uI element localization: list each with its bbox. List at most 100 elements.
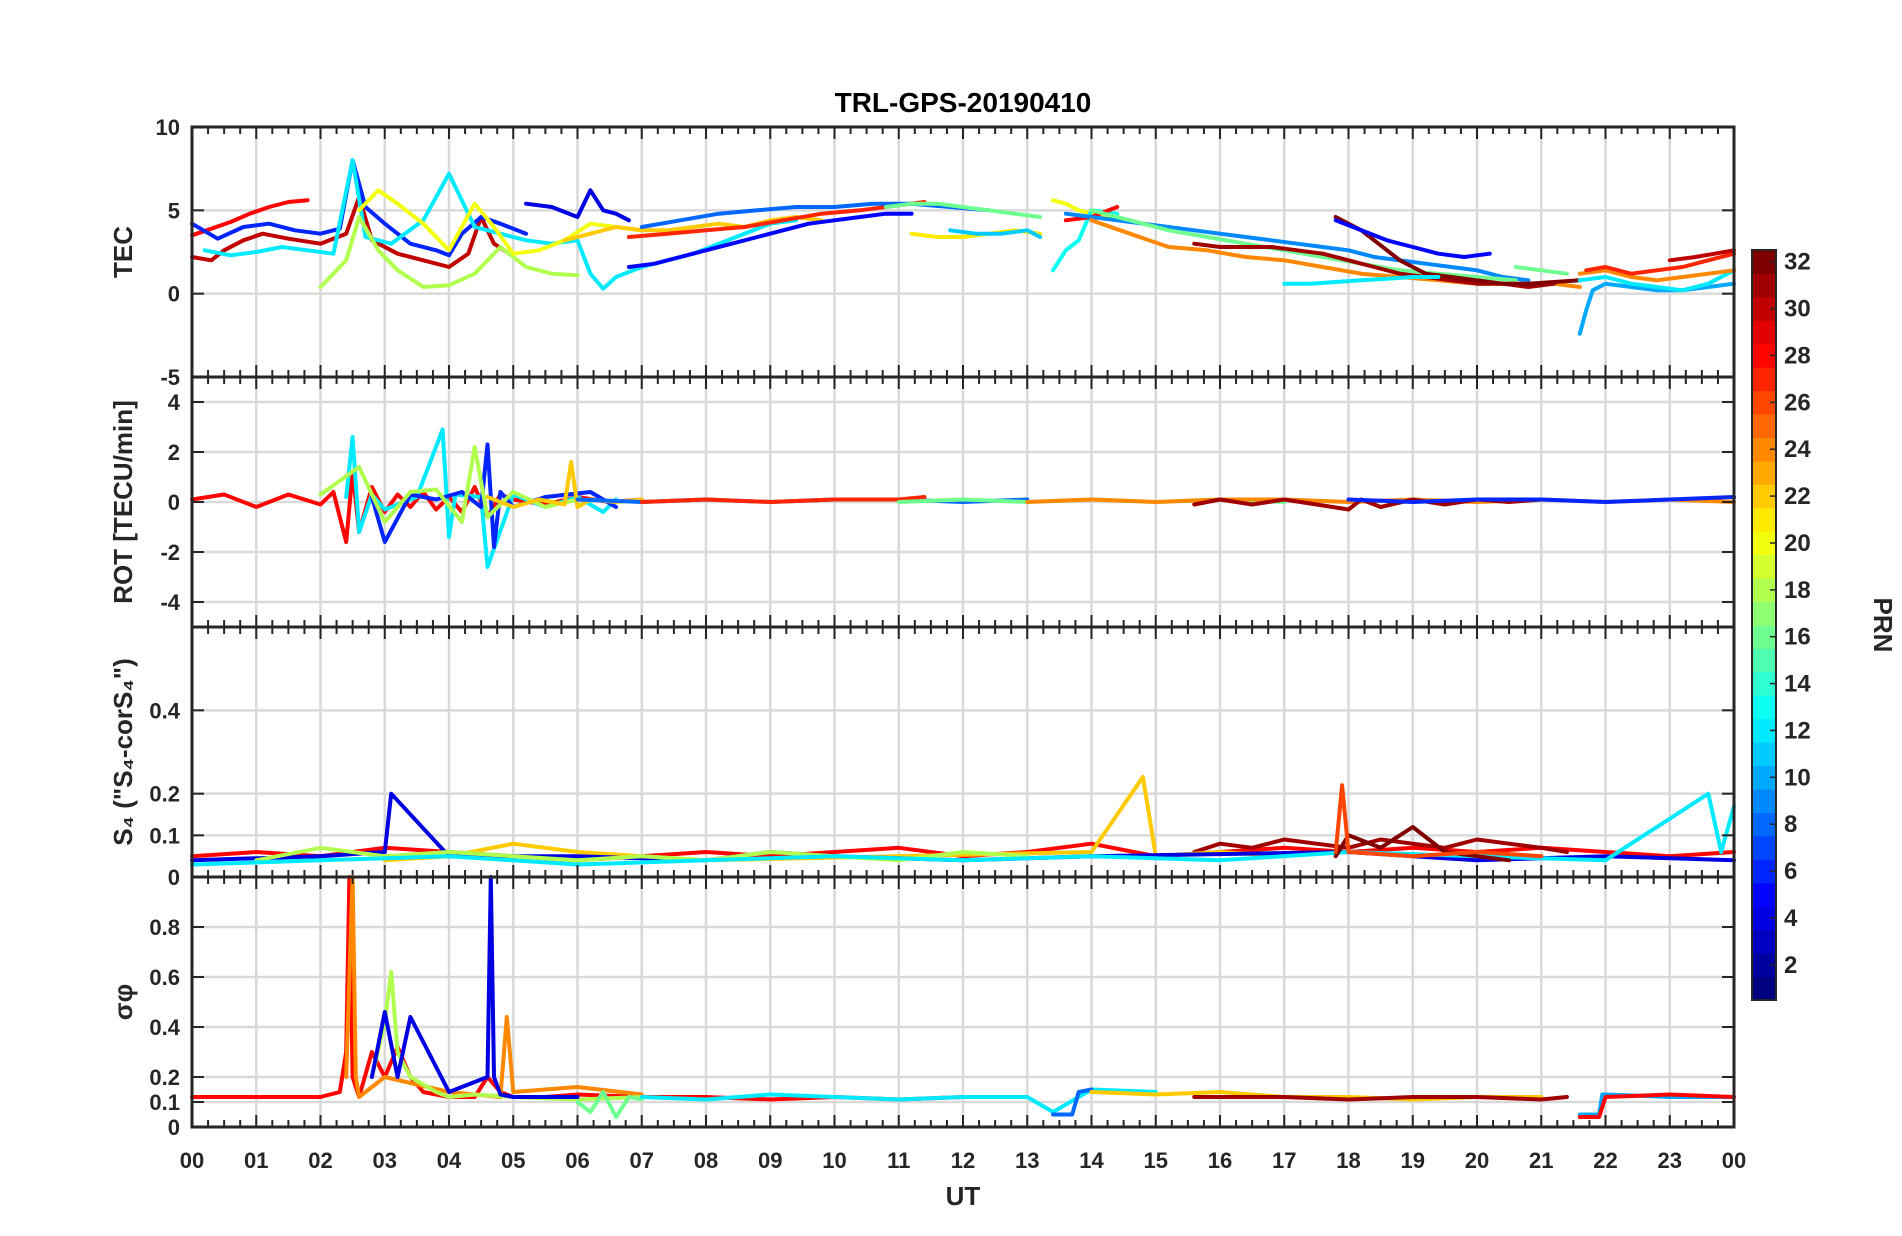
x-tick-label: 00 (180, 1148, 204, 1173)
panel-1-series-prn-16 (883, 201, 1043, 219)
colorbar-tick-label: 10 (1784, 764, 1811, 791)
panel-3-y-axis-label: S₄ ("S₄-corS₄") (108, 658, 138, 846)
x-tick-label: 04 (437, 1148, 462, 1173)
panel-4-series-prn-28 (1577, 1092, 1736, 1119)
colorbar-tick-label: 24 (1784, 436, 1811, 463)
panel-1-series-prn-18 (318, 215, 580, 289)
colorbar-cell-prn-7 (1752, 835, 1776, 860)
panel-1-series-prn-24 (1577, 268, 1736, 283)
colorbar-tick-label: 12 (1784, 717, 1811, 744)
x-tick-label: 21 (1529, 1148, 1553, 1173)
colorbar-cell-prn-21 (1752, 507, 1776, 532)
x-tick-label: 08 (694, 1148, 718, 1173)
x-tick-label: 12 (951, 1148, 975, 1173)
x-tick-label: 09 (758, 1148, 782, 1173)
colorbar-frame (1751, 249, 1777, 1001)
colorbar-tick-label: 2 (1784, 952, 1797, 979)
x-tick-label: 03 (373, 1148, 397, 1173)
colorbar-cell-prn-29 (1752, 320, 1776, 345)
panel-1-series-prn-20 (357, 188, 644, 256)
panel-4-y-tick-label: 0.6 (149, 965, 180, 990)
colorbar-cell-prn-23 (1752, 460, 1776, 485)
x-tick-label: 01 (244, 1148, 268, 1173)
panel-1-y-tick-label: 5 (168, 198, 180, 223)
colorbar-cell-prn-10 (1752, 765, 1776, 790)
panel-3-series-prn-12 (190, 791, 1736, 867)
colorbar-cell-prn-28 (1752, 343, 1776, 368)
colorbar-cell-prn-31 (1752, 273, 1776, 298)
panel-2-y-tick-label: 4 (168, 390, 181, 415)
colorbar-tick-label: 22 (1784, 483, 1811, 510)
panel-1-series-prn-6 (190, 158, 529, 258)
colorbar-cell-prn-16 (1752, 625, 1776, 649)
colorbar-cell-prn-14 (1752, 671, 1776, 696)
panel-2-series-prn-18 (318, 445, 580, 524)
panel-4-y-tick-label: 0 (168, 1115, 180, 1140)
colorbar-cell-prn-18 (1752, 578, 1776, 603)
panel-1-series-prn-5 (1333, 218, 1492, 259)
colorbar-cell-prn-32 (1752, 250, 1776, 274)
colorbar-tick-label: 26 (1784, 389, 1811, 416)
panel-4-series-prn-10 (1577, 1092, 1736, 1117)
panel-3-y-tick-label: 0.1 (149, 823, 180, 848)
colorbar-cell-prn-9 (1752, 789, 1776, 813)
panel-4-series-prn-31 (1192, 1095, 1569, 1102)
panel-2-y-axis-label: ROT [TECU/min] (108, 400, 138, 604)
x-tick-label: 00 (1722, 1148, 1746, 1173)
colorbar-tick-label: 30 (1784, 296, 1811, 323)
panel-1-y-axis-label: TEC (108, 226, 138, 278)
x-tick-label: 17 (1272, 1148, 1296, 1173)
colorbar-cell-prn-17 (1752, 601, 1776, 626)
x-tick-label: 06 (565, 1148, 589, 1173)
panel-1-series-prn-12 (1577, 268, 1736, 293)
colorbar-tick-label: 8 (1784, 811, 1797, 838)
panel-3-series-prn-31 (1192, 837, 1569, 854)
x-tick-label: 10 (822, 1148, 846, 1173)
chart-title: TRL-GPS-20190410 (835, 87, 1092, 118)
colorbar-cell-prn-6 (1752, 859, 1776, 884)
panel-1-y-tick-label: -5 (160, 365, 180, 390)
panel-4-y-axis-label: σφ (108, 984, 138, 1020)
panel-1-series-prn-30 (1667, 248, 1736, 263)
panel-3-y-tick-label: 0.2 (149, 782, 180, 807)
colorbar-cell-prn-12 (1752, 718, 1776, 743)
panel-4-series-prn-4 (369, 875, 580, 1099)
panel-1-series-prn-5 (626, 211, 914, 269)
colorbar-cell-prn-13 (1752, 695, 1776, 720)
x-tick-label: 16 (1208, 1148, 1232, 1173)
x-tick-label: 20 (1465, 1148, 1489, 1173)
colorbar-cell-prn-15 (1752, 648, 1776, 673)
colorbar-tick-label: 16 (1784, 624, 1811, 651)
x-tick-label: 23 (1658, 1148, 1682, 1173)
colorbar-tick-label: 14 (1784, 671, 1811, 698)
panel-4-y-tick-label: 0.2 (149, 1065, 180, 1090)
colorbar-cell-prn-25 (1752, 414, 1776, 438)
panel-4-frame (190, 875, 1736, 1129)
colorbar-tick-label: 20 (1784, 530, 1811, 557)
panel-4-y-tick-label: 0.8 (149, 915, 180, 940)
panel-4-y-tick-label: 0.1 (149, 1090, 180, 1115)
colorbar-cell-prn-11 (1752, 742, 1776, 767)
panel-1-series-prn-11 (948, 228, 1043, 239)
panel-1-series-prn-16 (1513, 265, 1569, 276)
panel-3-y-tick-label: 0 (168, 865, 180, 890)
x-tick-label: 05 (501, 1148, 525, 1173)
colorbar-cell-prn-20 (1752, 531, 1776, 556)
panel-1-y-tick-label: 0 (168, 282, 180, 307)
x-tick-label: 18 (1336, 1148, 1360, 1173)
panel-1-series-prn-12 (1282, 275, 1441, 286)
panel-1-y-tick-label: 10 (156, 115, 180, 140)
colorbar-cell-prn-22 (1752, 484, 1776, 509)
colorbar-tick-label: 18 (1784, 577, 1811, 604)
panel-2-y-tick-label: 0 (168, 490, 180, 515)
panel-2-series-prn-27 (639, 495, 927, 504)
colorbar-tick-label: 32 (1784, 249, 1811, 276)
panel-4-y-tick-label: 0.4 (149, 1015, 180, 1040)
panel-4-series-prn-12 (639, 1087, 1158, 1114)
x-tick-label: 02 (308, 1148, 332, 1173)
colorbar-tick-label: 28 (1784, 342, 1811, 369)
panel-4-series-prn-8 (1051, 1087, 1094, 1117)
colorbar-tick-label: 6 (1784, 858, 1797, 885)
x-tick-label: 07 (630, 1148, 654, 1173)
